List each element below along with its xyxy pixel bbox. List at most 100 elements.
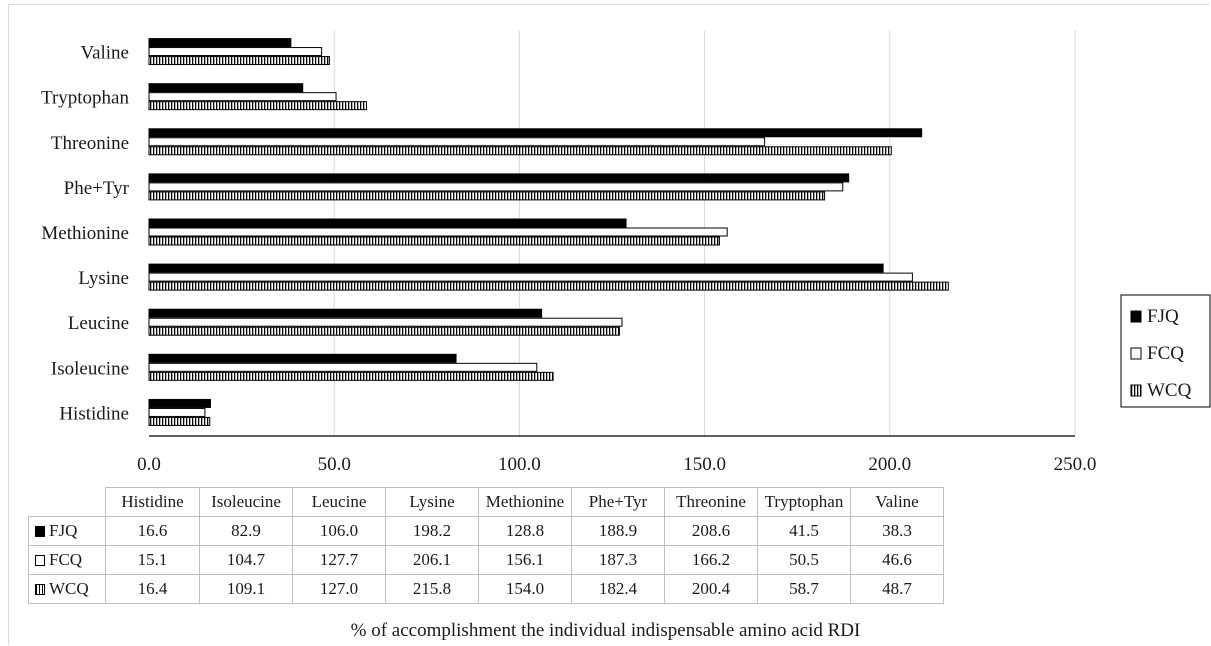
category-label: Methionine bbox=[41, 223, 129, 244]
category-label: Isoleucine bbox=[51, 358, 129, 379]
table-row-label: FJQ bbox=[28, 516, 106, 546]
table-row-label: FCQ bbox=[28, 545, 106, 575]
category-label: Leucine bbox=[68, 313, 129, 334]
x-tick-label: 50.0 bbox=[318, 454, 351, 475]
bar-wcq bbox=[148, 281, 949, 291]
bar-fcq bbox=[148, 317, 623, 327]
legend-swatch-fcq bbox=[1130, 347, 1142, 360]
table-cell: 127.7 bbox=[292, 545, 386, 575]
table-header: Leucine bbox=[292, 487, 386, 517]
category-label: Phe+Tyr bbox=[64, 178, 130, 199]
legend-label-wcq: WCQ bbox=[1147, 380, 1192, 401]
table-cell: 187.3 bbox=[571, 545, 665, 575]
bar-chart: Valine Tryptophan Threonine Phe+Tyr Methioni… bbox=[41, 30, 1211, 475]
table-cell: 82.9 bbox=[199, 516, 293, 546]
bar-fcq bbox=[148, 182, 844, 192]
table-cell: 38.3 bbox=[850, 516, 944, 546]
table-cell: 109.1 bbox=[199, 574, 293, 604]
bar-wcq bbox=[148, 326, 620, 336]
table-cell: 215.8 bbox=[385, 574, 479, 604]
bar-fjq bbox=[148, 308, 543, 318]
x-tick-labels: 0.0 50.0 100.0 150.0 200.0 250.0 bbox=[137, 454, 1096, 475]
table-header: Histidine bbox=[105, 487, 200, 517]
table-cell: 182.4 bbox=[571, 574, 665, 604]
bar-fcq bbox=[148, 227, 728, 237]
bar-fcq bbox=[148, 362, 538, 372]
bar-fjq bbox=[148, 398, 211, 408]
legend-key-icon bbox=[35, 555, 45, 566]
x-axis-title: % of accomplishment the individual indis… bbox=[350, 620, 861, 641]
bar-fjq bbox=[148, 128, 923, 138]
table-header: Isoleucine bbox=[199, 487, 293, 517]
bar-wcq bbox=[148, 146, 892, 156]
bar-wcq bbox=[148, 56, 330, 66]
x-tick-label: 100.0 bbox=[498, 454, 541, 475]
table-cell: 206.1 bbox=[385, 545, 479, 575]
category-label: Threonine bbox=[51, 133, 129, 154]
bar-wcq bbox=[148, 371, 554, 381]
legend-swatch-fjq bbox=[1130, 310, 1142, 323]
table-row: WCQ 16.4 109.1 127.0 215.8 154.0 182.4 200.4 58.… bbox=[28, 574, 944, 604]
category-label: Valine bbox=[80, 43, 129, 64]
table-cell: 50.5 bbox=[757, 545, 851, 575]
bar-fcq bbox=[148, 272, 913, 282]
table-cell: 104.7 bbox=[199, 545, 293, 575]
table-cell: 15.1 bbox=[105, 545, 200, 575]
table-cell: 41.5 bbox=[757, 516, 851, 546]
bars bbox=[148, 38, 949, 426]
table-cell: 48.7 bbox=[850, 574, 944, 604]
bar-wcq bbox=[148, 236, 720, 246]
table-header: Valine bbox=[850, 487, 944, 517]
legend-key-icon bbox=[35, 584, 45, 595]
table-cell: 58.7 bbox=[757, 574, 851, 604]
table-header: Lysine bbox=[385, 487, 479, 517]
bar-wcq bbox=[148, 416, 211, 426]
bar-fcq bbox=[148, 47, 323, 57]
table-cell: 188.9 bbox=[571, 516, 665, 546]
legend-swatch-wcq bbox=[1130, 384, 1142, 397]
table-cell: 156.1 bbox=[478, 545, 572, 575]
bar-fjq bbox=[148, 263, 884, 273]
category-labels: Valine Tryptophan Threonine Phe+Tyr Methioni… bbox=[41, 43, 130, 425]
bar-fjq bbox=[148, 218, 627, 228]
bar-fcq bbox=[148, 407, 206, 417]
bar-fjq bbox=[148, 83, 304, 93]
table-cell: 16.6 bbox=[105, 516, 200, 546]
bar-fjq bbox=[148, 38, 292, 48]
bar-wcq bbox=[148, 191, 826, 201]
table-cell: 128.8 bbox=[478, 516, 572, 546]
x-tick-label: 150.0 bbox=[683, 454, 726, 475]
table-corner bbox=[28, 487, 106, 517]
table-header: Threonine bbox=[664, 487, 758, 517]
table-cell: 154.0 bbox=[478, 574, 572, 604]
legend-label-fcq: FCQ bbox=[1147, 343, 1184, 364]
bar-fcq bbox=[148, 92, 337, 102]
legend-key-icon bbox=[35, 526, 45, 537]
table-cell: 46.6 bbox=[850, 545, 944, 575]
category-label: Tryptophan bbox=[41, 88, 129, 109]
table-row-label: WCQ bbox=[28, 574, 106, 604]
legend: FJQ FCQ WCQ bbox=[1120, 294, 1211, 408]
table-cell: 127.0 bbox=[292, 574, 386, 604]
category-label: Lysine bbox=[78, 268, 129, 289]
table-cell: 166.2 bbox=[664, 545, 758, 575]
category-label: Histidine bbox=[59, 403, 129, 424]
table-cell: 208.6 bbox=[664, 516, 758, 546]
chart-frame bbox=[8, 4, 1209, 645]
bar-fcq bbox=[148, 137, 766, 147]
table-row: FCQ 15.1 104.7 127.7 206.1 156.1 187.3 166.2 50.… bbox=[28, 545, 944, 575]
table-header: Tryptophan bbox=[757, 487, 851, 517]
table-cell: 16.4 bbox=[105, 574, 200, 604]
x-tick-label: 0.0 bbox=[137, 454, 161, 475]
x-tick-label: 250.0 bbox=[1054, 454, 1097, 475]
table-cell: 198.2 bbox=[385, 516, 479, 546]
legend-label-fjq: FJQ bbox=[1147, 306, 1179, 327]
x-tick-label: 200.0 bbox=[868, 454, 911, 475]
bar-fjq bbox=[148, 353, 457, 363]
data-table: Histidine Isoleucine Leucine Lysine Methioni… bbox=[28, 487, 944, 604]
table-cell: 106.0 bbox=[292, 516, 386, 546]
table-row: FJQ 16.6 82.9 106.0 198.2 128.8 188.9 208.6 41.5… bbox=[28, 516, 944, 546]
table-cell: 200.4 bbox=[664, 574, 758, 604]
table-header: Methionine bbox=[478, 487, 572, 517]
bar-wcq bbox=[148, 101, 367, 111]
